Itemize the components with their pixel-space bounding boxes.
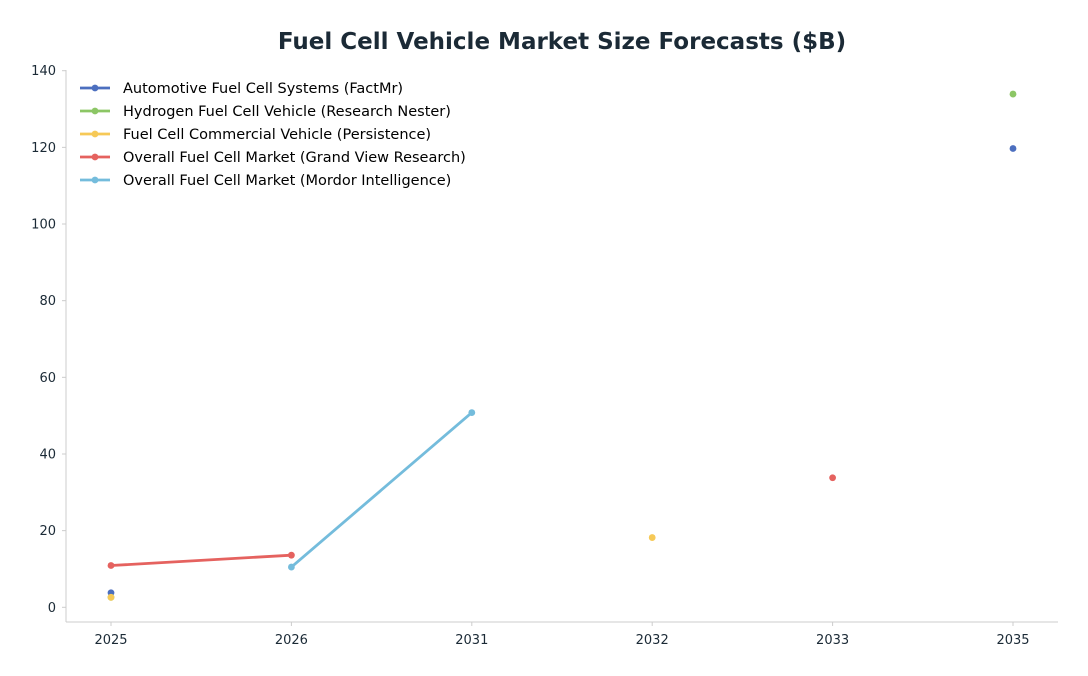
y-tick-label: 80	[39, 294, 56, 309]
data-point	[468, 409, 476, 416]
data-point	[829, 474, 836, 482]
legend-label: Hydrogen Fuel Cell Vehicle (Research Nes…	[123, 104, 451, 120]
legend-swatch-marker	[91, 84, 99, 92]
y-tick-label: 20	[39, 524, 56, 539]
y-axis-ticks: 0 20 40 60 80 100 120 140	[31, 64, 66, 616]
data-point	[288, 563, 295, 571]
x-tick-label: 2033	[816, 633, 849, 648]
series-layer	[107, 90, 1017, 601]
data-point	[288, 551, 295, 559]
series-line-segment	[109, 553, 293, 567]
legend-item: Overall Fuel Cell Market (Mordor Intelli…	[80, 173, 451, 189]
y-tick-label: 140	[31, 64, 56, 79]
legend-item: Automotive Fuel Cell Systems (FactMr)	[80, 81, 403, 97]
y-tick-label: 0	[48, 601, 56, 616]
series-3	[107, 534, 656, 601]
x-tick-label: 2035	[996, 633, 1029, 648]
series-5	[288, 409, 476, 571]
data-point	[1009, 145, 1017, 152]
legend-label: Automotive Fuel Cell Systems (FactMr)	[123, 81, 403, 97]
legend-swatch-marker	[91, 176, 99, 184]
data-point	[107, 562, 115, 569]
legend-item: Fuel Cell Commercial Vehicle (Persistenc…	[80, 127, 431, 143]
series-line-segment	[289, 411, 474, 569]
legend-swatch-marker	[91, 130, 99, 138]
legend-item: Hydrogen Fuel Cell Vehicle (Research Nes…	[80, 104, 451, 120]
x-tick-label: 2032	[636, 633, 669, 648]
x-tick-label: 2031	[455, 633, 488, 648]
chart-title: Fuel Cell Vehicle Market Size Forecasts …	[278, 29, 846, 55]
legend: Automotive Fuel Cell Systems (FactMr) Hyd…	[80, 81, 466, 189]
y-tick-label: 120	[31, 141, 56, 156]
data-point	[648, 534, 656, 541]
legend-swatch-marker	[91, 107, 99, 115]
series-2	[107, 90, 1017, 601]
y-tick-label: 100	[31, 218, 56, 233]
series-4	[107, 474, 836, 569]
legend-item: Overall Fuel Cell Market (Grand View Res…	[80, 150, 466, 166]
legend-label: Overall Fuel Cell Market (Mordor Intelli…	[123, 173, 451, 189]
data-point	[107, 593, 115, 601]
x-tick-label: 2025	[94, 633, 127, 648]
x-axis-ticks: 2025 2026 2031 2032 2033 2035	[94, 622, 1030, 648]
legend-label: Fuel Cell Commercial Vehicle (Persistenc…	[123, 127, 431, 143]
x-tick-label: 2026	[275, 633, 308, 648]
y-tick-label: 40	[39, 447, 56, 462]
legend-label: Overall Fuel Cell Market (Grand View Res…	[123, 150, 466, 166]
series-1	[107, 145, 1017, 597]
y-tick-label: 60	[39, 371, 56, 386]
data-point	[1009, 90, 1017, 98]
legend-swatch-marker	[91, 153, 99, 161]
